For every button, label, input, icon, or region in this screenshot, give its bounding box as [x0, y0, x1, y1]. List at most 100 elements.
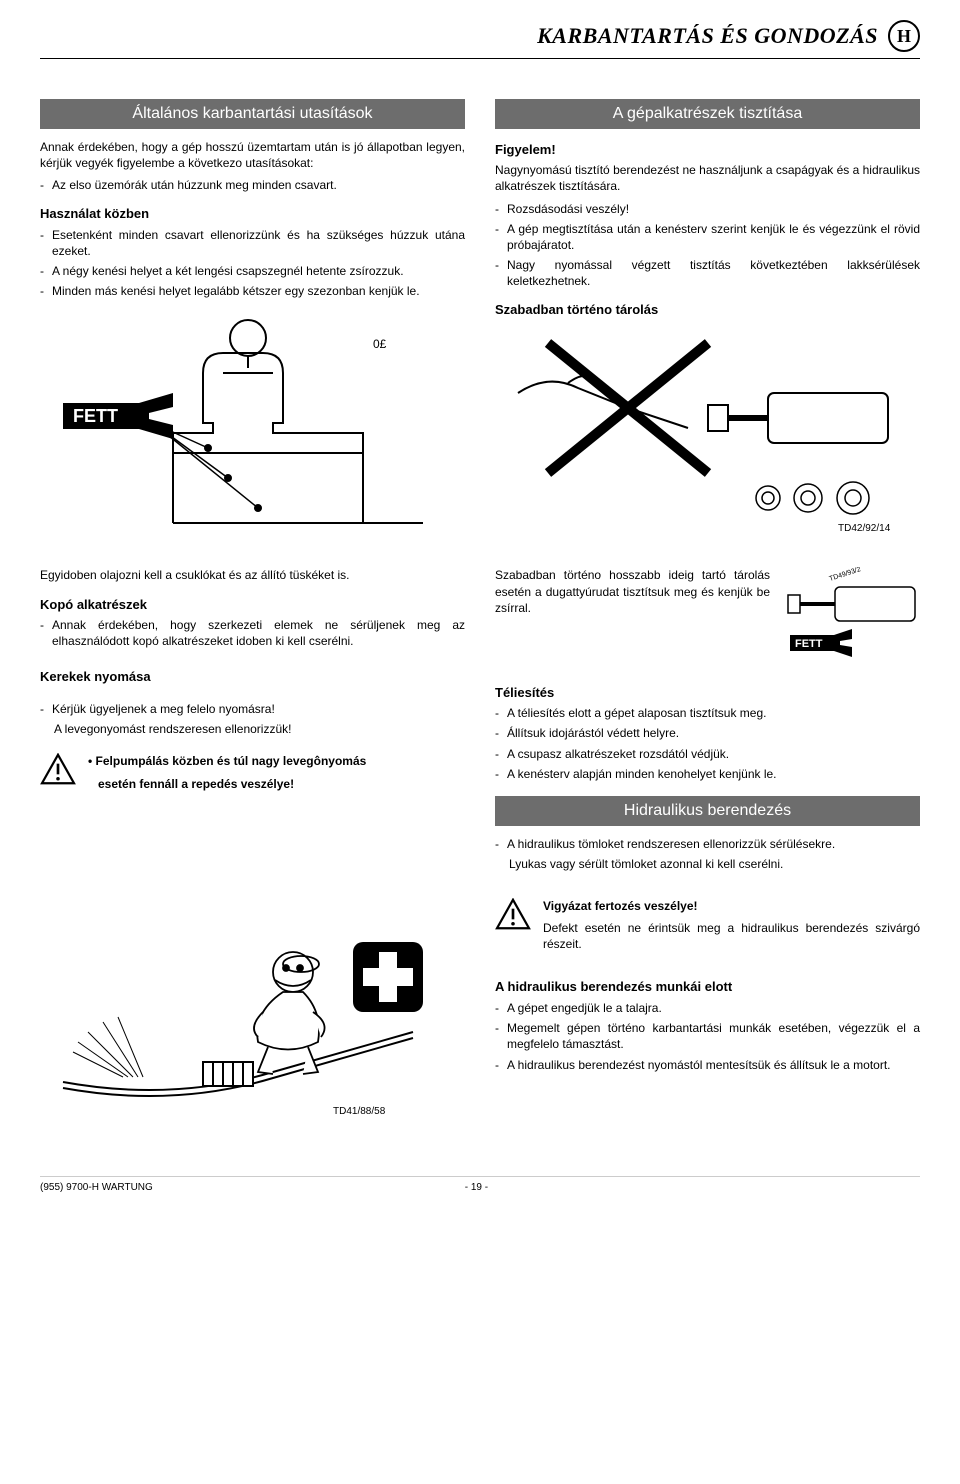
- attention-text: Nagynyomású tisztító berendezést ne hasz…: [495, 162, 920, 194]
- bullet-text: Állítsuk idojárástól védett helyre.: [507, 725, 920, 741]
- storage-block: Szabadban történo hosszabb ideig tartó t…: [495, 567, 920, 671]
- bullet: -A kenésterv alapján minden kenohelyet k…: [495, 766, 920, 782]
- top-columns: Általános karbantartási utasítások Annak…: [40, 99, 920, 557]
- dash-icon: -: [495, 725, 499, 741]
- use-subhead: Használat közben: [40, 205, 465, 223]
- cleaning-banner: A gépalkatrészek tisztítása: [495, 99, 920, 129]
- bullet-text: A téliesítés elott a gépet alaposan tisz…: [507, 705, 920, 721]
- bullet-text: Minden más kenési helyet legalább kétsze…: [52, 283, 465, 299]
- bullet: -Megemelt gépen történo karbantartási mu…: [495, 1020, 920, 1052]
- page-title: KARBANTARTÁS ÉS GONDOZÁS: [537, 21, 878, 51]
- bullet: - Esetenként minden csavart ellenorizzün…: [40, 227, 465, 259]
- bullet-text: Esetenként minden csavart ellenorizzünk …: [52, 227, 465, 259]
- dash-icon: -: [40, 177, 44, 193]
- bullet-text: A hidraulikus tömloket rendszeresen elle…: [507, 836, 920, 852]
- bullet: -A hidraulikus berendezést nyomástól men…: [495, 1057, 920, 1073]
- bullet-text: A kenésterv alapján minden kenohelyet ke…: [507, 766, 920, 782]
- bullet: - Kérjük ügyeljenek a meg felelo nyomásr…: [40, 701, 465, 717]
- svg-text:0£: 0£: [373, 337, 387, 351]
- bullet: - A négy kenési helyet a két lengési csa…: [40, 263, 465, 279]
- bullet: - Minden más kenési helyet legalább kéts…: [40, 283, 465, 299]
- right-column: A gépalkatrészek tisztítása Figyelem! Na…: [495, 99, 920, 557]
- bullet-text: A gép megtisztítása után a kenésterv sze…: [507, 221, 920, 253]
- bullet-text: Megemelt gépen történo karbantartási mun…: [507, 1020, 920, 1052]
- warning-text: • Felpumpálás közben és túl nagy levegôn…: [88, 753, 366, 797]
- page-footer: (955) 9700-H WARTUNG - 19 -: [40, 1176, 920, 1195]
- bottom-right: Vigyázat fertozés veszélye! Defekt eseté…: [495, 888, 920, 1136]
- bullet: - A gép megtisztítása után a kenésterv s…: [495, 221, 920, 253]
- attention-head: Figyelem!: [495, 141, 920, 159]
- storage-text: Szabadban történo hosszabb ideig tartó t…: [495, 567, 770, 616]
- right-mid: Szabadban történo hosszabb ideig tartó t…: [495, 567, 920, 877]
- language-badge: H: [888, 20, 920, 52]
- dash-icon: -: [40, 283, 44, 299]
- left-column: Általános karbantartási utasítások Annak…: [40, 99, 465, 557]
- dash-icon: -: [495, 221, 499, 253]
- dash-icon: -: [40, 263, 44, 279]
- bullet: -A téliesítés elott a gépet alaposan tis…: [495, 705, 920, 721]
- dash-icon: -: [40, 227, 44, 259]
- dash-icon: -: [495, 836, 499, 852]
- illus-caption: TD42/92/14: [838, 523, 891, 533]
- dash-icon: -: [495, 746, 499, 762]
- burst-hose-illustration: TD41/88/58: [40, 902, 465, 1122]
- bullet: - Nagy nyomással végzett tisztítás követ…: [495, 257, 920, 289]
- winter-head: Téliesítés: [495, 684, 920, 702]
- bottom-columns: TD41/88/58 Vigyázat fertozés veszélye! D…: [40, 888, 920, 1136]
- footer-left: (955) 9700-H WARTUNG: [40, 1181, 153, 1195]
- bullet: -Állítsuk idojárástól védett helyre.: [495, 725, 920, 741]
- storage-head: Szabadban történo tárolás: [495, 301, 920, 319]
- left-mid: Egyidoben olajozni kell a csuklókat és a…: [40, 567, 465, 877]
- bullet: -A csupasz alkatrészeket rozsdától védjü…: [495, 746, 920, 762]
- wear-head: Kopó alkatrészek: [40, 596, 465, 614]
- pressure-check: A levegonyomást rendszeresen ellenorizzü…: [54, 721, 465, 737]
- warning-icon: [40, 753, 76, 785]
- footer-page: - 19 -: [465, 1181, 488, 1195]
- bullet: - Az elso üzemórák után húzzunk meg mind…: [40, 177, 465, 193]
- dash-icon: -: [495, 1020, 499, 1052]
- infection-warning: Vigyázat fertozés veszélye! Defekt eseté…: [495, 898, 920, 959]
- bullet-text: A csupasz alkatrészeket rozsdától védjük…: [507, 746, 920, 762]
- bullet-text: Kérjük ügyeljenek a meg felelo nyomásra!: [52, 701, 465, 717]
- infection-text: Vigyázat fertozés veszélye! Defekt eseté…: [543, 898, 920, 959]
- dash-icon: -: [495, 1000, 499, 1016]
- hydraulic-note: Lyukas vagy sérült tömloket azonnal ki k…: [509, 856, 920, 872]
- before-work-head: A hidraulikus berendezés munkái elott: [495, 978, 920, 996]
- bullet-text: Nagy nyomással végzett tisztítás követke…: [507, 257, 920, 289]
- bullet: - Annak érdekében, hogy szerkezeti eleme…: [40, 617, 465, 649]
- fett2-label: FETT: [795, 638, 823, 650]
- bullet-text: Az elso üzemórák után húzzunk meg minden…: [52, 177, 465, 193]
- dash-icon: -: [40, 701, 44, 717]
- bullet-text: A gépet engedjük le a talajra.: [507, 1000, 920, 1016]
- dash-icon: -: [40, 617, 44, 649]
- bottom-left-illus: TD41/88/58: [40, 888, 465, 1136]
- pump-warning: • Felpumpálás közben és túl nagy levegôn…: [40, 753, 465, 797]
- dash-icon: -: [495, 766, 499, 782]
- warn-line1: Felpumpálás közben és túl nagy levegônyo…: [96, 754, 367, 768]
- dash-icon: -: [495, 257, 499, 289]
- intro-text: Annak érdekében, hogy a gép hosszú üzemt…: [40, 139, 465, 171]
- grease-gun-illustration: FETT: [40, 313, 465, 543]
- infection-body: Defekt esetén ne érintsük meg a hidrauli…: [543, 920, 920, 952]
- pressure-head: Kerekek nyomása: [40, 668, 465, 686]
- mid-columns: Egyidoben olajozni kell a csuklókat és a…: [40, 567, 920, 877]
- illus-caption3: TD41/88/58: [333, 1106, 386, 1117]
- bullet-text: A négy kenési helyet a két lengési csaps…: [52, 263, 465, 279]
- bullet: - Rozsdásodási veszély!: [495, 201, 920, 217]
- warning-icon: [495, 898, 531, 930]
- dash-icon: -: [495, 201, 499, 217]
- illus-caption2: TD49/93/2: [828, 567, 861, 583]
- hydraulic-banner: Hidraulikus berendezés: [495, 796, 920, 826]
- piston-fett-illustration: FETT TD49/93/2: [780, 567, 920, 671]
- bullet-text: Rozsdásodási veszély!: [507, 201, 920, 217]
- infection-head: Vigyázat fertozés veszélye!: [543, 898, 920, 914]
- page-header: KARBANTARTÁS ÉS GONDOZÁS H: [40, 20, 920, 59]
- bullet-text: Annak érdekében, hogy szerkezeti elemek …: [52, 617, 465, 649]
- general-maint-banner: Általános karbantartási utasítások: [40, 99, 465, 129]
- pressure-wash-illustration: TD42/92/14: [495, 333, 920, 533]
- oil-line: Egyidoben olajozni kell a csuklókat és a…: [40, 567, 465, 583]
- warn-line2: esetén fennáll a repedés veszélye!: [98, 776, 366, 792]
- bullet: -A gépet engedjük le a talajra.: [495, 1000, 920, 1016]
- fett-label-text: FETT: [73, 406, 118, 426]
- dash-icon: -: [495, 705, 499, 721]
